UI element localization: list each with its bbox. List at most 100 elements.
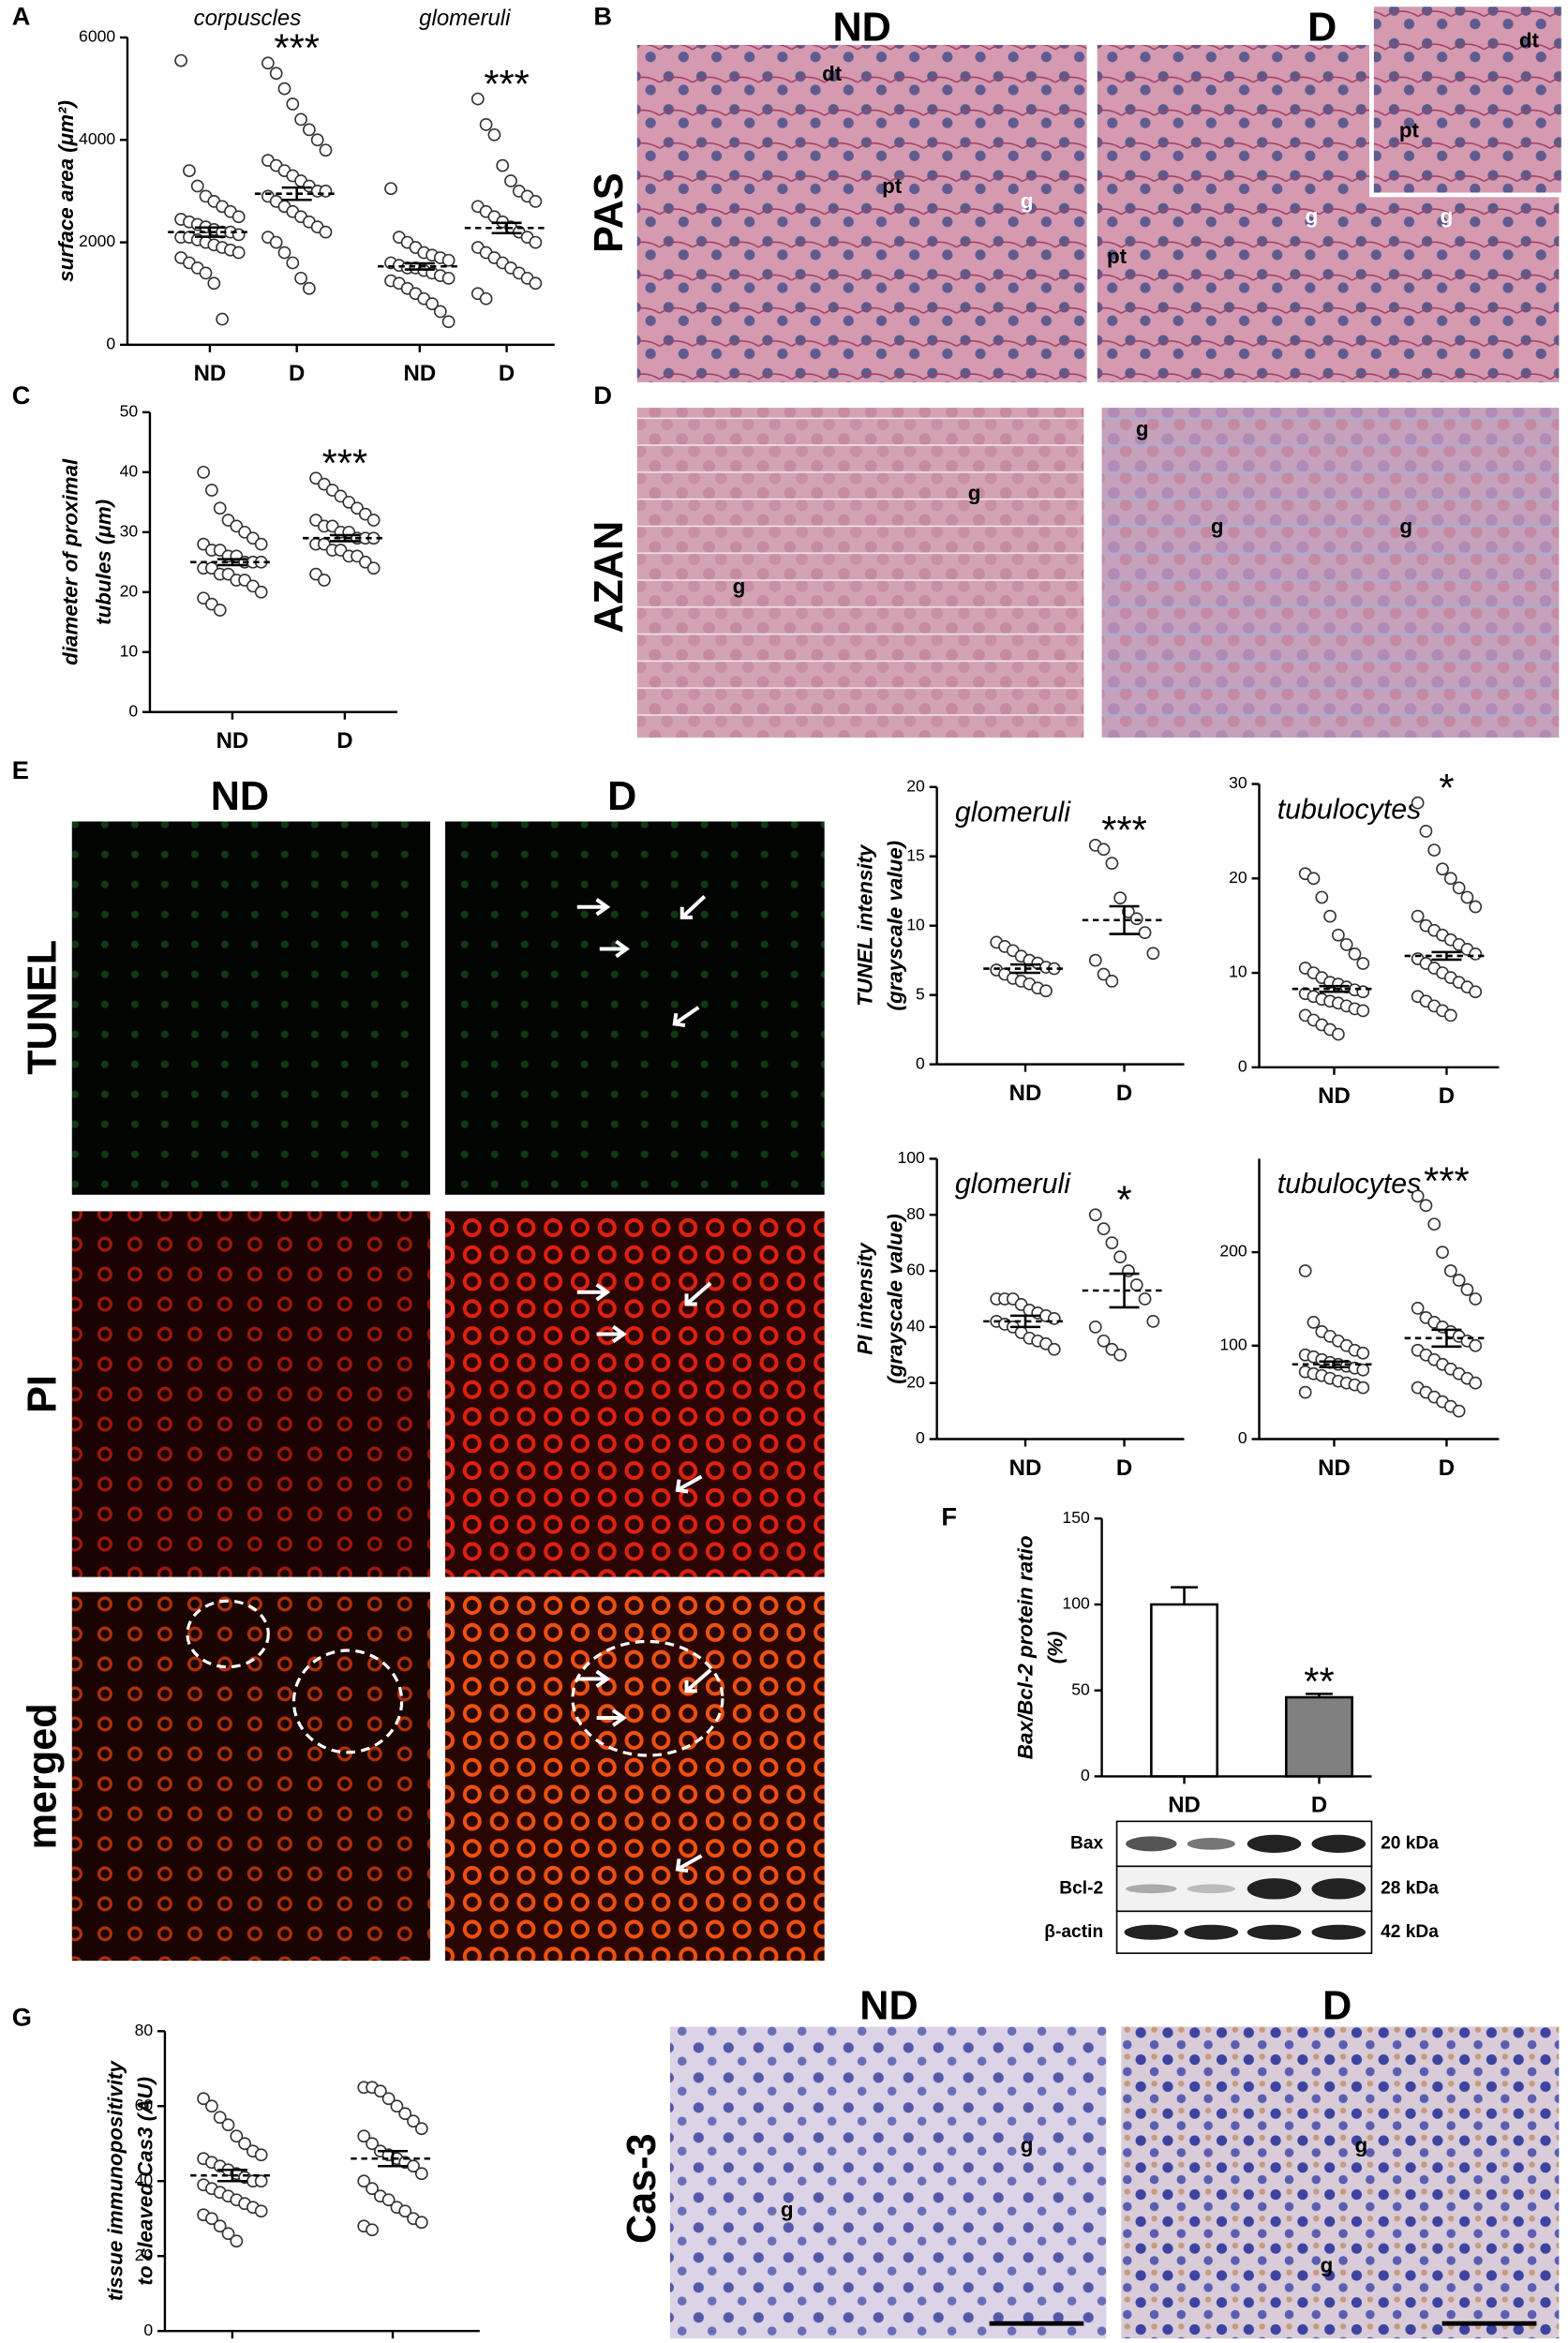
- data-point: [1138, 1292, 1152, 1306]
- data-point: [1323, 909, 1337, 923]
- data-point: [470, 92, 485, 106]
- data-point: [1427, 843, 1441, 857]
- data-point: [384, 182, 397, 196]
- band-size: 20 kDa: [1381, 1833, 1439, 1853]
- x-tick-label: D: [1439, 1083, 1455, 1109]
- band-label: β-actin: [1044, 1922, 1103, 1942]
- inset-micrograph: [1369, 2, 1566, 198]
- data-point: [1298, 1264, 1312, 1277]
- column-label: ND: [211, 774, 269, 819]
- y-tick-label: 30: [120, 521, 139, 540]
- column-label: ND: [859, 1984, 918, 2029]
- data-point: [254, 2204, 268, 2218]
- y-tick-label: 0: [916, 1053, 925, 1072]
- data-point: [303, 123, 316, 137]
- y-tick-label: 2000: [79, 231, 115, 250]
- annotation: dt: [822, 62, 843, 85]
- row-label: PI: [20, 1375, 65, 1413]
- x-tick-label: ND: [1009, 1081, 1042, 1106]
- panel-label: F: [941, 1501, 957, 1530]
- annotation: dt: [1519, 29, 1540, 52]
- data-point: [357, 2174, 371, 2188]
- y-tick-label: 10: [120, 641, 139, 660]
- data-point: [1105, 974, 1119, 988]
- micrograph: [669, 2026, 1107, 2339]
- y-axis-label: surface area (μm²): [54, 100, 78, 282]
- panel-label: E: [12, 755, 29, 784]
- x-tick-label: D: [499, 361, 515, 386]
- data-point: [286, 97, 300, 111]
- data-point: [381, 2092, 396, 2106]
- data-point: [1097, 1222, 1111, 1236]
- micrograph: [71, 1591, 431, 1962]
- x-tick-label: ND: [194, 361, 227, 386]
- data-point: [1469, 1376, 1483, 1390]
- micrograph: [1121, 2026, 1560, 2339]
- data-point: [529, 235, 543, 249]
- micrograph: [1101, 408, 1560, 738]
- y-axis-label: tubules (μm): [92, 500, 115, 625]
- data-point: [426, 297, 439, 311]
- annotation: g: [1021, 2133, 1034, 2156]
- data-point: [441, 253, 455, 267]
- band-size: 28 kDa: [1381, 1878, 1439, 1898]
- data-point: [205, 2099, 218, 2113]
- region-circles: [186, 1599, 724, 1757]
- data-point: [1469, 900, 1483, 914]
- group-label: corpuscles: [194, 6, 302, 31]
- data-point: [414, 2167, 428, 2181]
- data-point: [1469, 1338, 1483, 1352]
- arrows: [576, 895, 712, 1873]
- data-point: [207, 276, 221, 291]
- data-point: [366, 2182, 379, 2196]
- data-point: [197, 465, 210, 479]
- data-point: [1138, 926, 1152, 939]
- data-point: [366, 2223, 379, 2237]
- annotation: g: [968, 482, 981, 505]
- data-point: [1356, 1380, 1370, 1395]
- y-tick-label: 20: [135, 2246, 154, 2264]
- y-tick-label: 100: [1062, 1594, 1090, 1613]
- x-tick-label: D: [1116, 1081, 1132, 1106]
- row-label: TUNEL: [20, 940, 65, 1075]
- y-tick-label: 4000: [79, 129, 115, 148]
- data-point: [487, 127, 501, 142]
- micrograph: [445, 1591, 825, 1962]
- annotation: pt: [1107, 245, 1127, 268]
- y-tick-label: 40: [120, 461, 139, 480]
- chart: 0 20 40 60 80 100 ND D PI intensity (grayscale va…: [853, 1148, 1185, 1481]
- y-tick-label: 40: [135, 2171, 154, 2189]
- annotation: g: [1136, 417, 1149, 440]
- micrograph: [71, 1211, 431, 1577]
- x-tick-label: ND: [1168, 1793, 1201, 1818]
- data-point: [441, 271, 455, 285]
- data-point: [479, 118, 493, 131]
- micrograph: [636, 44, 1087, 382]
- x-tick-label: D: [289, 361, 305, 386]
- y-tick-label: 200: [1219, 1242, 1247, 1261]
- annotation: g: [1321, 2253, 1334, 2276]
- y-tick-label: 30: [1229, 773, 1247, 792]
- panel-label: D: [593, 381, 612, 410]
- data-point: [1146, 1315, 1160, 1328]
- chart: 0 5 10 15 20 ND D TUNEL intensity (grayscale val…: [853, 776, 1185, 1106]
- data-point: [529, 194, 543, 208]
- data-point: [1411, 909, 1425, 923]
- x-tick-label: ND: [404, 361, 437, 386]
- panel-label: A: [12, 1, 31, 30]
- x-tick-label: D: [1439, 1455, 1455, 1481]
- data-point: [496, 158, 510, 172]
- y-tick-label: 6000: [79, 27, 115, 46]
- column-label: D: [1322, 1984, 1351, 2029]
- data-point: [303, 281, 316, 295]
- y-tick-label: 60: [906, 1261, 925, 1279]
- y-tick-label: 15: [906, 845, 925, 864]
- y-tick-label: 150: [1062, 1508, 1090, 1527]
- panel-labels: A B C D E F G: [12, 1, 957, 2031]
- chart-title: glomeruli: [955, 797, 1071, 828]
- data-point: [1452, 881, 1466, 895]
